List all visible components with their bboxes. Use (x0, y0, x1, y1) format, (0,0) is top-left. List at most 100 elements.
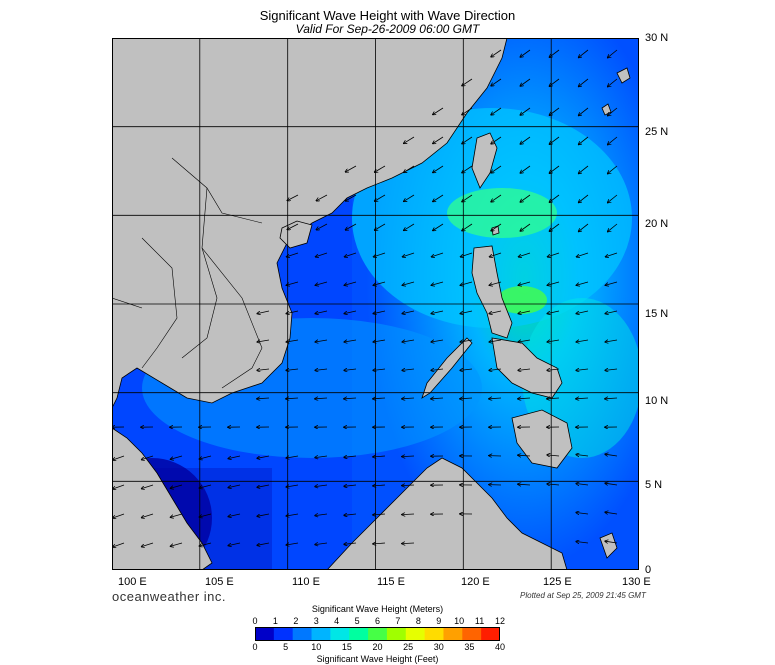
wave-arrow (402, 514, 415, 515)
wave-arrow (315, 485, 328, 487)
wave-arrow (518, 398, 531, 399)
wave-arrow (344, 456, 357, 457)
wave-arrow (549, 223, 560, 231)
wave-arrow (518, 340, 531, 342)
wave-arrow (374, 252, 386, 257)
wave-arrow (315, 369, 328, 370)
wave-arrow (491, 78, 502, 86)
land (112, 38, 631, 570)
wave-arrow (576, 369, 589, 370)
wave-arrow (113, 513, 125, 518)
wave-arrow (606, 252, 618, 257)
wave-arrow (431, 310, 444, 314)
wave-arrow (344, 310, 357, 314)
wave-arrow (579, 78, 589, 86)
wave-arrow (287, 252, 299, 257)
wave-arrow (547, 369, 560, 370)
wave-arrow (520, 223, 531, 231)
wave-arrow (576, 281, 589, 285)
wave-arrow (373, 369, 386, 370)
wave-arrow (462, 165, 473, 173)
colorbar-tick-feet: 30 (433, 642, 444, 652)
wave-arrow (373, 543, 386, 544)
wave-arrow (549, 107, 560, 115)
wave-arrow (344, 398, 357, 399)
wave-direction-arrows (112, 49, 618, 547)
wave-arrow (286, 485, 299, 487)
colorbar-title-meters: Significant Wave Height (Meters) (311, 604, 444, 614)
wave-arrow (433, 223, 444, 231)
wave-arrow (171, 513, 183, 517)
lon-label-130e: 130 E (622, 576, 651, 588)
wave-arrow (257, 455, 270, 458)
wave-arrow (431, 340, 444, 342)
wave-arrow (579, 165, 589, 173)
wave-arrow (460, 398, 473, 399)
wave-arrow (460, 281, 473, 285)
colorbar-swatch (481, 627, 500, 641)
colorbar-tick-feet: 15 (341, 642, 352, 652)
wave-arrow (547, 484, 560, 485)
wave-arrow (228, 455, 241, 459)
wave-arrow (608, 136, 618, 145)
wave-arrow (549, 165, 560, 173)
colorbar-tick-meters: 8 (415, 616, 421, 626)
wave-arrow (547, 310, 560, 314)
wave-arrow (373, 514, 386, 515)
wave-arrow (520, 194, 531, 202)
wave-arrow (605, 281, 618, 285)
wave-arrow (315, 456, 328, 458)
wave-arrow (491, 49, 502, 57)
wave-arrow (605, 541, 618, 543)
wave-arrow (346, 223, 357, 230)
wave-arrow (404, 165, 415, 172)
colorbar-tick-meters: 1 (272, 616, 278, 626)
wave-arrow (608, 107, 618, 116)
wave-arrow (199, 513, 212, 517)
wave-arrow (520, 136, 531, 144)
wave-arrow (346, 194, 357, 201)
colorbar-swatch (443, 627, 463, 641)
wave-arrow (433, 136, 444, 144)
wave-arrow (520, 49, 531, 57)
colorbar-tick-feet: 40 (494, 642, 505, 652)
wave-arrow (171, 455, 183, 459)
wave-arrow (315, 514, 328, 516)
lat-label-20n: 20 N (645, 218, 669, 230)
colorbar-tick-feet: 5 (283, 642, 289, 652)
wave-arrow (431, 369, 444, 370)
colorbar-tick-feet: 25 (403, 642, 414, 652)
wave-arrow (518, 310, 531, 314)
wave-arrow (404, 136, 415, 143)
wave-arrow (547, 455, 560, 456)
wave-arrow (113, 484, 125, 489)
wave-arrow (461, 252, 473, 257)
wave-arrow (171, 542, 183, 546)
wave-arrow (608, 165, 618, 174)
wave-arrow (579, 223, 589, 231)
wave-arrow (345, 252, 357, 257)
wave-arrow (520, 107, 531, 115)
wave-arrow (579, 194, 589, 202)
wave-arrow (490, 252, 502, 257)
wave-arrow (142, 513, 154, 518)
wave-arrow (491, 136, 502, 144)
grid-lines (112, 38, 639, 570)
wave-arrow (547, 340, 560, 342)
wave-arrow (489, 340, 502, 342)
wave-arrow (520, 165, 531, 173)
wave-arrow (257, 398, 270, 399)
wave-arrow (373, 310, 386, 314)
wave-arrow (433, 107, 444, 115)
colorbar-tick-meters: 9 (436, 616, 442, 626)
lat-label-15n: 15 N (645, 308, 669, 320)
wave-arrow (257, 369, 270, 370)
lat-label-0: 0 (645, 564, 652, 576)
wave-arrow (605, 310, 618, 314)
wave-arrow (549, 49, 560, 57)
wave-arrow (344, 369, 357, 370)
wave-arrow (346, 165, 357, 172)
map-frame (112, 38, 639, 570)
wave-arrow (576, 398, 589, 399)
wave-arrow (608, 78, 618, 87)
